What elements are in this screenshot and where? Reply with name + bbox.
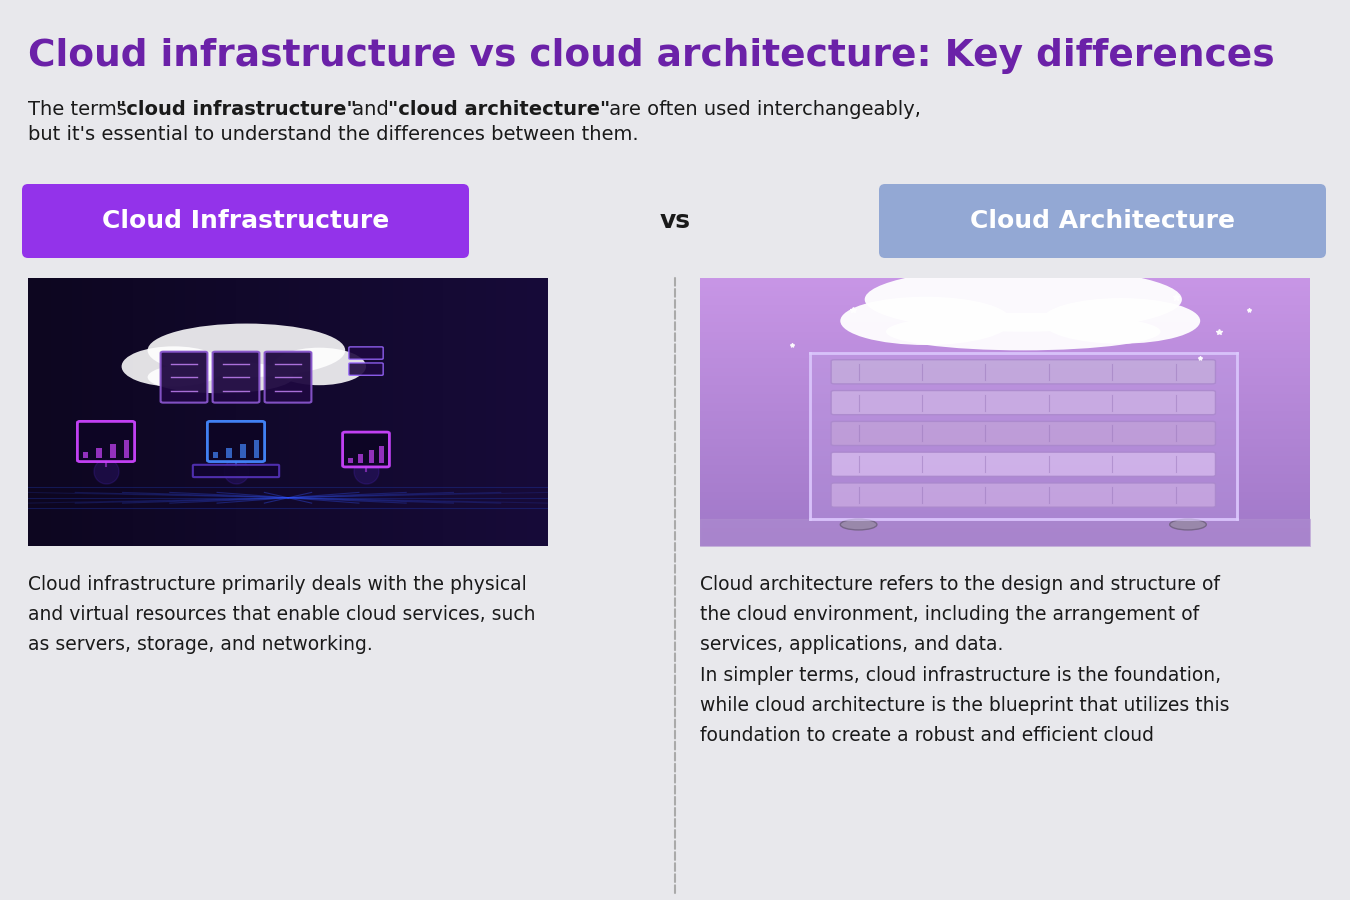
FancyBboxPatch shape [369, 449, 374, 463]
Ellipse shape [840, 519, 878, 530]
FancyBboxPatch shape [343, 432, 389, 467]
Text: Cloud Architecture: Cloud Architecture [971, 209, 1235, 233]
Text: but it's essential to understand the differences between them.: but it's essential to understand the dif… [28, 125, 639, 144]
FancyBboxPatch shape [96, 448, 101, 457]
FancyBboxPatch shape [240, 445, 246, 457]
FancyBboxPatch shape [208, 421, 265, 462]
FancyBboxPatch shape [212, 452, 217, 457]
Text: Cloud infrastructure vs cloud architecture: Key differences: Cloud infrastructure vs cloud architectu… [28, 38, 1274, 74]
FancyBboxPatch shape [124, 440, 130, 457]
Text: are often used interchangeably,: are often used interchangeably, [603, 100, 921, 119]
FancyBboxPatch shape [254, 440, 259, 457]
FancyBboxPatch shape [82, 452, 88, 457]
Ellipse shape [840, 297, 1011, 345]
Ellipse shape [886, 313, 1161, 350]
Text: The terms: The terms [28, 100, 134, 119]
FancyBboxPatch shape [77, 421, 135, 462]
FancyBboxPatch shape [348, 363, 383, 375]
Text: "cloud infrastructure": "cloud infrastructure" [116, 100, 356, 119]
Ellipse shape [147, 361, 293, 393]
Ellipse shape [273, 347, 366, 385]
FancyBboxPatch shape [348, 457, 352, 463]
FancyBboxPatch shape [265, 352, 312, 402]
FancyBboxPatch shape [810, 353, 1237, 519]
FancyBboxPatch shape [22, 184, 468, 258]
Text: Cloud architecture refers to the design and structure of
the cloud environment, : Cloud architecture refers to the design … [701, 575, 1230, 745]
Ellipse shape [147, 324, 346, 377]
Text: "cloud architecture": "cloud architecture" [387, 100, 610, 119]
Ellipse shape [865, 267, 1181, 331]
FancyBboxPatch shape [379, 446, 385, 463]
Text: vs: vs [660, 209, 690, 233]
FancyBboxPatch shape [193, 464, 279, 477]
FancyBboxPatch shape [832, 360, 1215, 384]
FancyBboxPatch shape [227, 448, 232, 457]
Text: and: and [346, 100, 396, 119]
FancyBboxPatch shape [832, 452, 1215, 476]
Ellipse shape [122, 346, 225, 386]
FancyBboxPatch shape [832, 391, 1215, 415]
Text: Cloud Infrastructure: Cloud Infrastructure [101, 209, 389, 233]
FancyBboxPatch shape [832, 483, 1215, 507]
FancyBboxPatch shape [111, 445, 116, 457]
FancyBboxPatch shape [348, 346, 383, 359]
Ellipse shape [1169, 519, 1207, 530]
Text: Cloud infrastructure primarily deals with the physical
and virtual resources tha: Cloud infrastructure primarily deals wit… [28, 575, 536, 654]
FancyBboxPatch shape [879, 184, 1326, 258]
FancyBboxPatch shape [212, 352, 259, 402]
FancyBboxPatch shape [358, 454, 363, 463]
Ellipse shape [1042, 298, 1200, 344]
FancyBboxPatch shape [161, 352, 208, 402]
FancyBboxPatch shape [832, 421, 1215, 446]
